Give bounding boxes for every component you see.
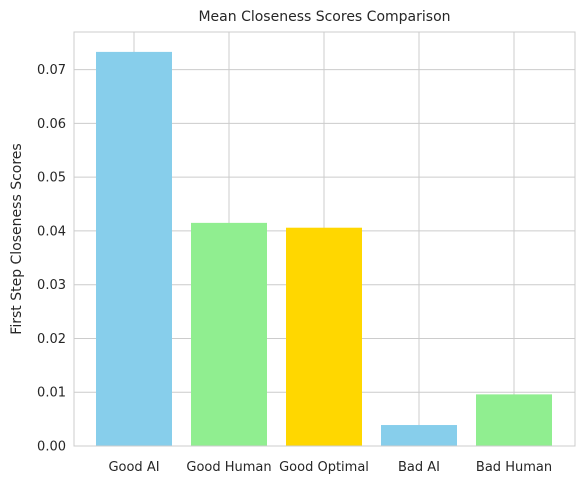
x-tick-label: Bad Human — [476, 460, 552, 475]
y-tick-label: 0.07 — [37, 63, 66, 78]
y-tick-label: 0.01 — [37, 386, 66, 401]
bar-good-human — [191, 222, 267, 446]
x-tick-label: Good Human — [186, 460, 271, 475]
x-tick-label: Bad AI — [398, 460, 440, 475]
bar-bad-human — [476, 394, 552, 446]
y-tick-label: 0.02 — [37, 332, 66, 347]
x-axis-ticks: Good AI Good Human Good Optimal Bad AI Bad H… — [108, 460, 552, 475]
bars — [96, 51, 552, 447]
y-tick-label: 0.00 — [37, 440, 66, 455]
chart-title: Mean Closeness Scores Comparison — [198, 9, 450, 25]
bar-good-ai — [96, 51, 172, 447]
y-axis-label: First Step Closeness Scores — [9, 143, 25, 334]
y-tick-label: 0.03 — [37, 278, 66, 293]
y-tick-label: 0.05 — [37, 171, 66, 186]
y-tick-label: 0.06 — [37, 117, 66, 132]
bar-bad-ai — [381, 425, 457, 446]
y-axis-ticks: 0.00 0.01 0.02 0.03 0.04 0.05 0.06 0.07 — [37, 63, 66, 454]
x-tick-label: Good AI — [108, 460, 159, 475]
bar-good-optimal — [286, 227, 362, 446]
plot-frame — [73, 31, 576, 447]
x-tick-label: Good Optimal — [279, 460, 369, 475]
y-tick-label: 0.04 — [37, 224, 66, 239]
